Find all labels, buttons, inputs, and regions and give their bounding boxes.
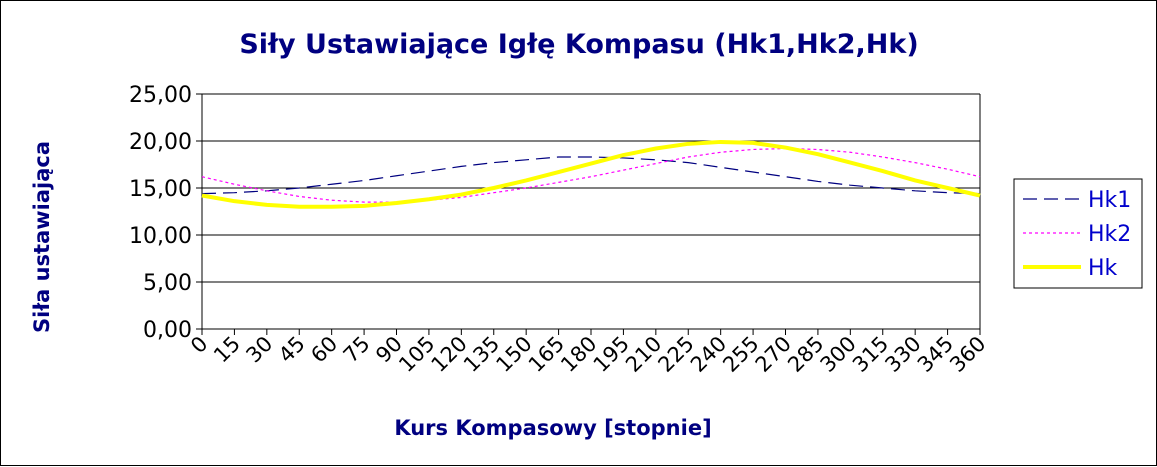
- legend-label: Hk: [1088, 256, 1118, 281]
- legend-label: Hk2: [1088, 222, 1131, 247]
- y-tick-label: 10,00: [129, 224, 192, 249]
- series-line-hk2: [201, 147, 981, 203]
- x-tick-label: 30: [241, 332, 277, 368]
- series-line-hk1: [201, 156, 981, 195]
- x-tick-label: 360: [945, 332, 990, 377]
- legend: Hk1 Hk2 Hk: [1013, 178, 1143, 289]
- series-lines: [201, 139, 981, 209]
- gridlines: [196, 93, 981, 330]
- plot-area: [202, 94, 980, 329]
- x-tick-label: 15: [209, 332, 245, 368]
- y-tick-label: 0,00: [143, 318, 192, 343]
- chart-title: Siły Ustawiające Igłę Kompasu (Hk1,Hk2,H…: [239, 29, 918, 60]
- x-tick-label: 45: [274, 332, 310, 368]
- y-tick-labels: 0,00 5,00 10,00 15,00 20,00 25,00: [129, 83, 192, 343]
- x-tick-label: 60: [306, 332, 342, 368]
- legend-label: Hk1: [1088, 188, 1131, 213]
- y-tick-label: 20,00: [129, 130, 192, 155]
- y-tick-label: 25,00: [129, 83, 192, 108]
- x-axis-title: Kurs Kompasowy [stopnie]: [394, 416, 711, 440]
- y-tick-label: 5,00: [143, 271, 192, 296]
- y-tick-label: 15,00: [129, 177, 192, 202]
- series-line-hk: [201, 139, 981, 209]
- y-axis-title: Siła ustawiająca: [30, 141, 54, 333]
- x-tick-label: 75: [339, 332, 375, 368]
- x-tick-labels: 0153045607590105120135150165180195210225…: [186, 329, 991, 377]
